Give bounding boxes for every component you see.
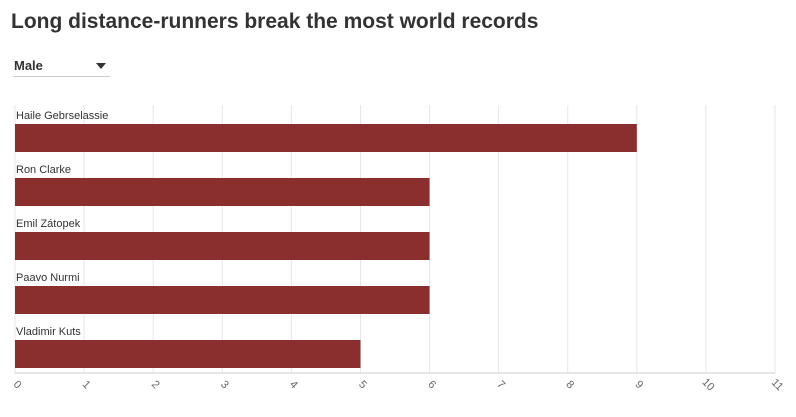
x-tick-label: 10 — [699, 376, 716, 393]
bar[interactable] — [15, 340, 361, 368]
x-tick-label: 1 — [80, 378, 93, 391]
x-tick-label: 2 — [149, 378, 162, 391]
x-tick-label: 8 — [563, 378, 576, 391]
x-tick-label: 5 — [356, 378, 369, 391]
bar[interactable] — [15, 232, 430, 260]
x-tick-label: 0 — [11, 378, 24, 391]
bar[interactable] — [15, 286, 430, 314]
bar[interactable] — [15, 124, 637, 152]
x-axis-ticks: 0 1 2 3 4 5 6 7 8 9 10 11 — [11, 372, 786, 394]
x-tick-label: 11 — [769, 377, 786, 394]
bar-category-label: Ron Clarke — [16, 164, 71, 176]
bar-category-label: Haile Gebrselassie — [16, 110, 108, 122]
x-tick-label: 7 — [494, 378, 507, 391]
bar-category-label: Vladimir Kuts — [16, 326, 81, 338]
bar-category-label: Paavo Nurmi — [16, 272, 80, 284]
caret-down-icon — [96, 63, 106, 69]
bar[interactable] — [15, 178, 430, 206]
bar-category-label: Emil Zátopek — [16, 218, 81, 230]
x-tick-label: 3 — [218, 378, 231, 391]
bar-labels: Haile Gebrselassie Ron Clarke Emil Zátopek… — [16, 110, 108, 338]
bars — [15, 124, 637, 368]
gender-filter-dropdown[interactable]: Male — [13, 55, 110, 77]
x-tick-label: 9 — [633, 378, 646, 391]
gender-filter-value: Male — [14, 58, 43, 73]
chart-title: Long distance-runners break the most wor… — [11, 10, 539, 33]
x-tick-label: 6 — [425, 378, 438, 391]
x-tick-label: 4 — [287, 378, 300, 391]
